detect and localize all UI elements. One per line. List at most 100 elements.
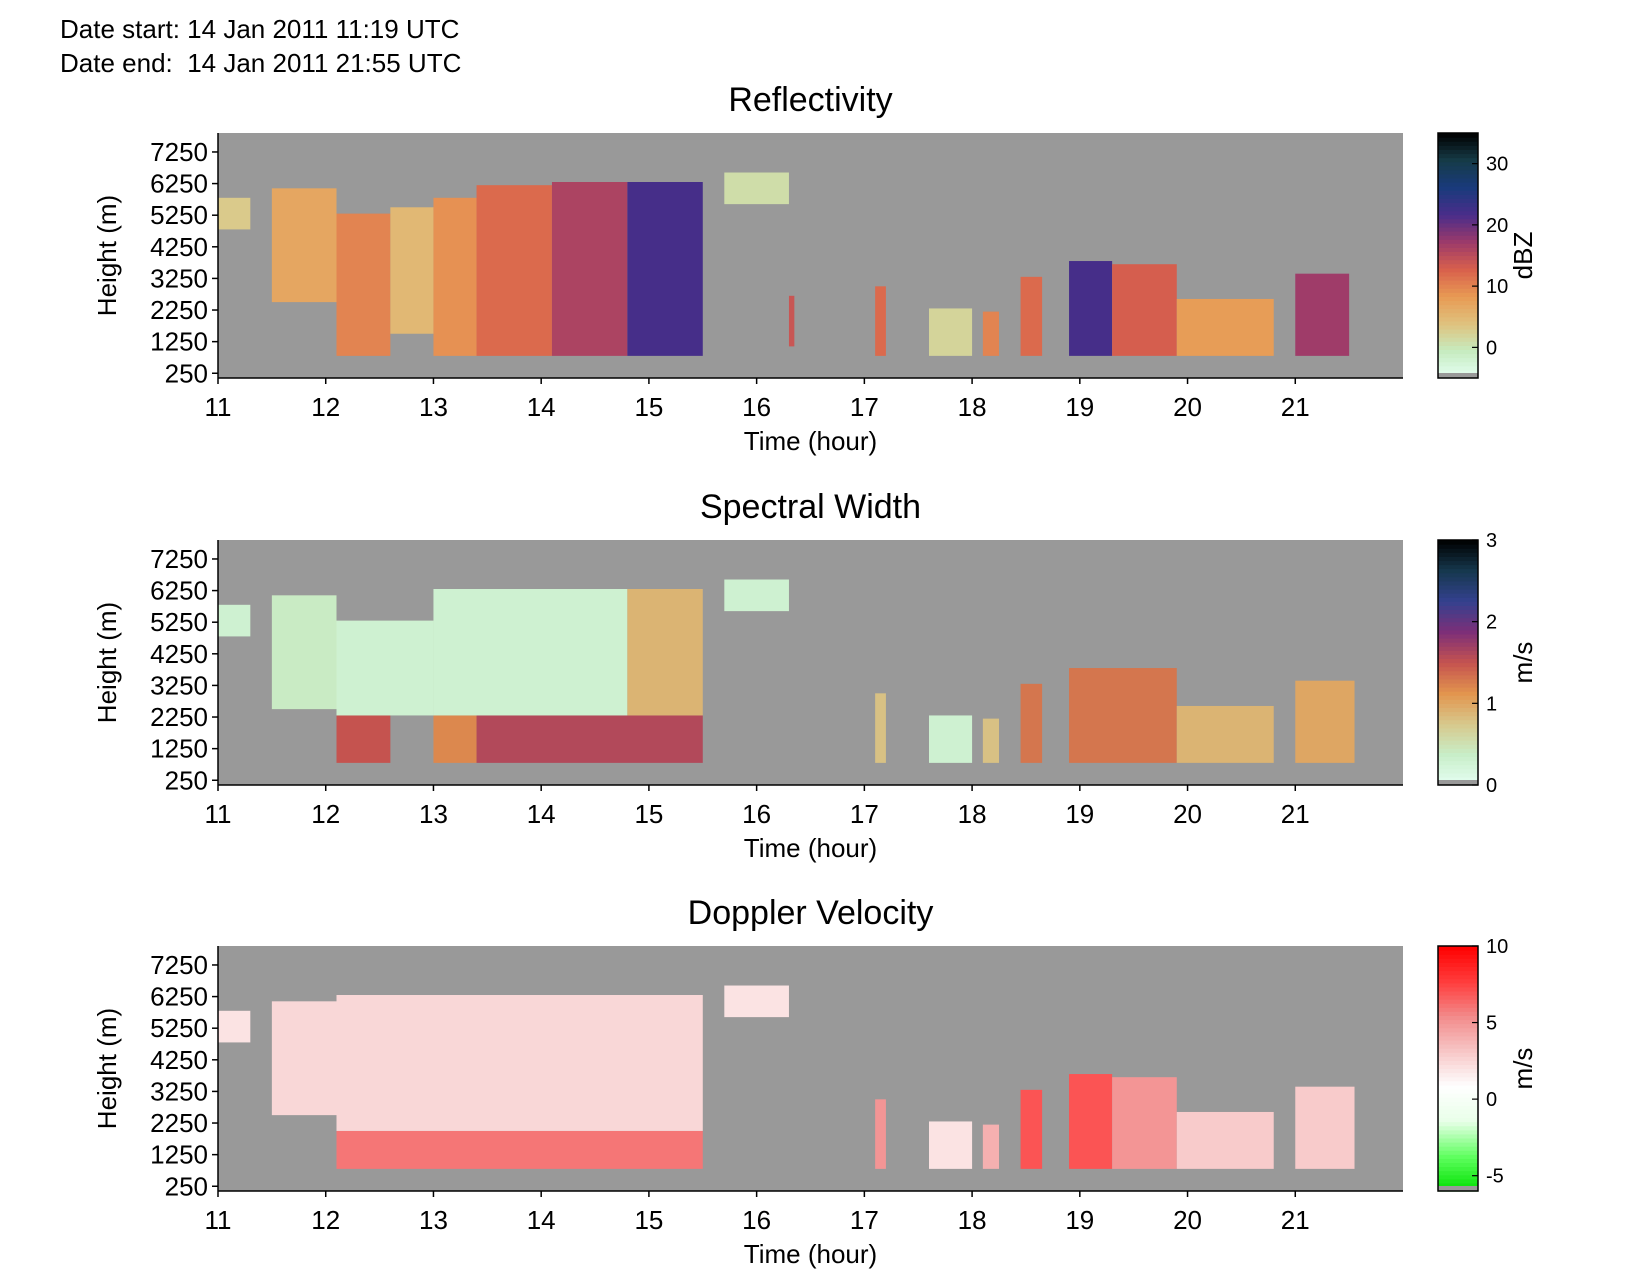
colorbar-segment	[1438, 736, 1478, 741]
colorbar-segment	[1438, 320, 1478, 326]
colorbar-segment	[1438, 568, 1478, 574]
colorbar-segment	[1438, 198, 1478, 204]
colorbar-segment	[1438, 1072, 1478, 1078]
echo-cell	[476, 185, 552, 356]
colorbar-segment	[1438, 133, 1478, 138]
colorbar-segment	[1438, 341, 1478, 346]
colorbar-segment	[1438, 1027, 1478, 1033]
colorbar-segment	[1438, 1105, 1478, 1110]
colorbar-segment	[1438, 1170, 1478, 1176]
echo-cell	[218, 1010, 251, 1043]
echo-cell	[1176, 298, 1274, 356]
colorbar-segment	[1438, 1068, 1478, 1074]
colorbar-segment	[1438, 177, 1478, 183]
colorbar-segment	[1438, 349, 1478, 355]
colorbar-frame	[1437, 539, 1479, 786]
colorbar-tick-label: 20	[1486, 215, 1508, 237]
echo-cell	[627, 589, 703, 716]
colorbar-segment	[1438, 756, 1478, 762]
colorbar-tick-label: 1	[1486, 693, 1497, 715]
date-start-label: Date start:	[60, 14, 180, 44]
colorbar-segment	[1438, 1060, 1478, 1066]
colorbar-segment	[1438, 962, 1478, 968]
echo-cell	[336, 1130, 703, 1169]
colorbar-segment	[1438, 662, 1478, 668]
y-tick-label: 7250	[150, 950, 208, 980]
y-tick-label: 7250	[150, 137, 208, 167]
colorbar-segment	[1438, 966, 1478, 972]
x-tick-label: 20	[1173, 799, 1202, 829]
echo-cell	[875, 1099, 886, 1169]
colorbar-segment	[1438, 226, 1478, 232]
colorbar-segment	[1438, 650, 1478, 655]
colorbar-segment	[1438, 308, 1478, 314]
colorbar-segment	[1438, 621, 1478, 627]
colorbar-segment	[1438, 629, 1478, 635]
colorbar-segment	[1438, 605, 1478, 611]
colorbar-segment	[1438, 1101, 1478, 1106]
colorbar-segment	[1438, 1031, 1478, 1037]
colorbar-tick-label: 0	[1486, 337, 1497, 359]
y-tick-label: 7250	[150, 544, 208, 574]
colorbar-segment	[1438, 1003, 1478, 1008]
colorbar-segment	[1438, 247, 1478, 253]
colorbar-segment	[1438, 564, 1478, 570]
echo-cell	[336, 715, 391, 763]
echo-cell	[551, 182, 628, 356]
echo-cell	[929, 715, 973, 763]
x-tick-label: 14	[527, 799, 556, 829]
colorbar-segment	[1438, 703, 1478, 709]
colorbar-segment	[1438, 978, 1478, 984]
colorbar-segment	[1438, 1080, 1478, 1086]
x-tick-label: 12	[311, 799, 340, 829]
echo-cell	[271, 188, 337, 303]
colorbar-segment	[1438, 1039, 1478, 1045]
colorbar-segment	[1438, 731, 1478, 737]
colorbar-segment	[1438, 206, 1478, 212]
colorbar-segment	[1438, 194, 1478, 199]
colorbar-segment	[1438, 1178, 1478, 1184]
y-tick-label: 6250	[150, 169, 208, 199]
colorbar-segment	[1438, 950, 1478, 955]
colorbar-segment	[1438, 357, 1478, 363]
echo-cell	[218, 604, 251, 637]
y-tick-label: 5250	[150, 1013, 208, 1043]
colorbar-segment	[1438, 699, 1478, 704]
colorbar-segment	[1438, 772, 1478, 778]
colorbar-segment	[1438, 1113, 1478, 1119]
x-tick-label: 14	[527, 392, 556, 422]
colorbar-nodata-swatch	[1438, 1186, 1478, 1191]
colorbar-segment	[1438, 1142, 1478, 1147]
x-tick-label: 14	[527, 1205, 556, 1235]
colorbar-segment	[1438, 540, 1478, 545]
colorbar-segment	[1438, 1154, 1478, 1159]
colorbar-segment	[1438, 670, 1478, 676]
colorbar-segment	[1438, 255, 1478, 261]
colorbar-segment	[1438, 296, 1478, 302]
colorbar-segment	[1438, 1093, 1478, 1098]
echo-cell	[336, 620, 434, 716]
echo-cell	[627, 182, 703, 356]
colorbar-frame	[1437, 132, 1479, 379]
colorbar-segment	[1438, 646, 1478, 651]
y-axis-label: Height (m)	[92, 602, 122, 723]
colorbar-tick-label: -5	[1486, 1166, 1504, 1188]
echo-cell	[433, 715, 477, 763]
colorbar-segment	[1438, 173, 1478, 179]
colorbar-segment	[1438, 365, 1478, 371]
colorbar-segment	[1438, 1158, 1478, 1164]
echo-cell	[1176, 705, 1274, 763]
colorbar-tick-label: 0	[1486, 1089, 1497, 1111]
colorbar-segment	[1438, 300, 1478, 306]
colorbar-segment	[1438, 275, 1478, 281]
colorbar-segment	[1438, 231, 1478, 236]
colorbar-segment	[1438, 1150, 1478, 1155]
colorbar-segment	[1438, 589, 1478, 594]
colorbar-segment	[1438, 707, 1478, 713]
y-tick-label: 5250	[150, 200, 208, 230]
colorbar-segment	[1438, 999, 1478, 1004]
x-tick-label: 15	[634, 392, 663, 422]
colorbar-segment	[1438, 593, 1478, 598]
colorbar-segment	[1438, 625, 1478, 631]
